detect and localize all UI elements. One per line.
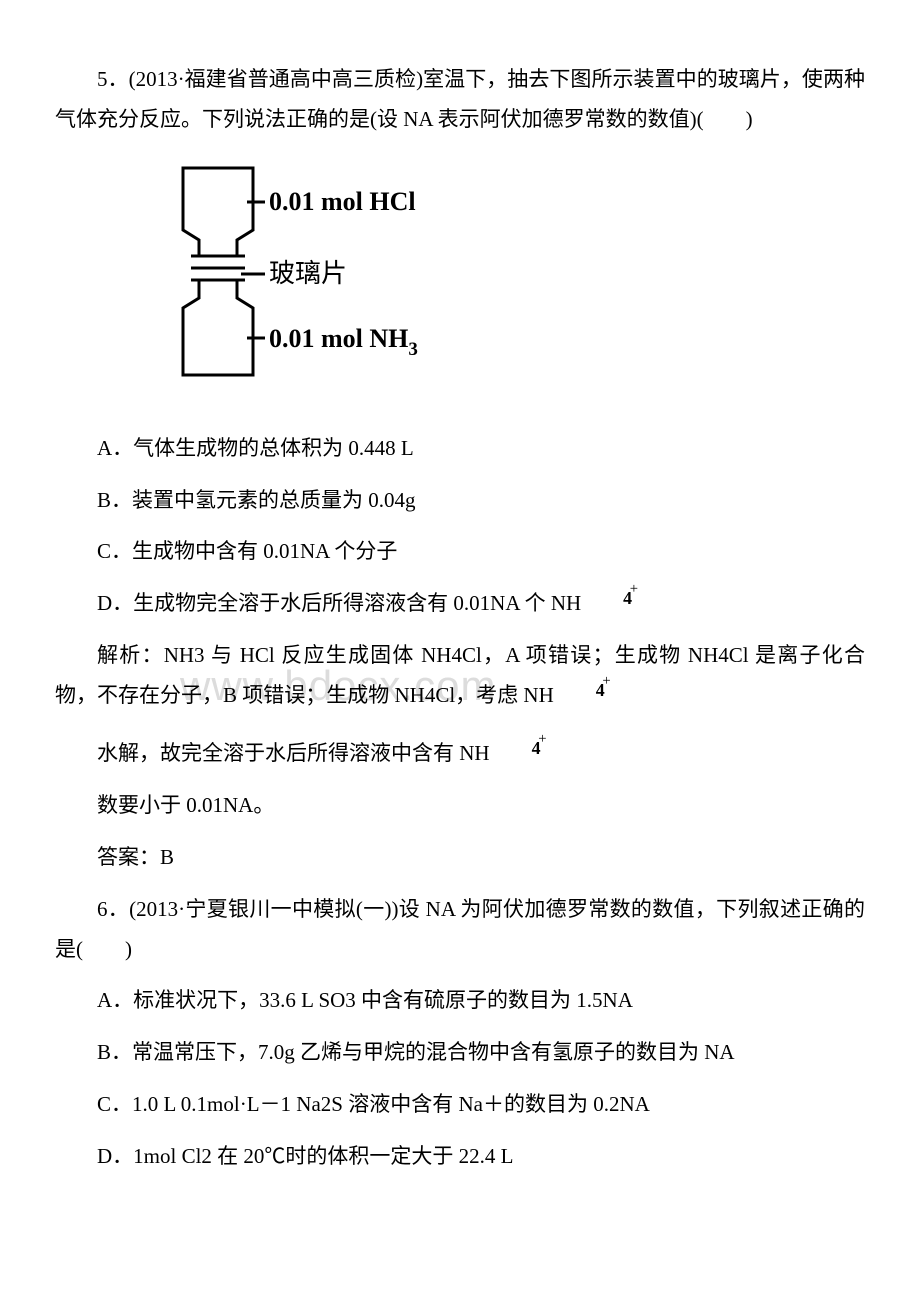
page-content: 5．(2013·福建省普通高中高三质检)室温下，抽去下图所示装置中的玻璃片，使两…: [55, 60, 865, 1177]
nh4-ion: 4+: [554, 676, 605, 716]
q5-option-a: A．气体生成物的总体积为 0.448 L: [55, 429, 865, 469]
q6-stem: 6．(2013·宁夏银川一中模拟(一))设 NA 为阿伏加德罗常数的数值，下列叙…: [55, 890, 865, 970]
q5-explain-1-text: 解析：NH3 与 HCl 反应生成固体 NH4Cl，A 项错误；生成物 NH4C…: [55, 643, 865, 707]
q5-optd-text: D．生成物完全溶于水后所得溶液含有 0.01NA 个 NH: [97, 591, 581, 615]
q5-explain-2: 水解，故完全溶于水后所得溶液中含有 NH4+: [55, 734, 865, 774]
q5-explain-1: 解析：NH3 与 HCl 反应生成固体 NH4Cl，A 项错误；生成物 NH4C…: [55, 636, 865, 716]
q5-option-c: C．生成物中含有 0.01NA 个分子: [55, 532, 865, 572]
q6-option-b: B．常温常压下，7.0g 乙烯与甲烷的混合物中含有氢原子的数目为 NA: [55, 1033, 865, 1073]
q5-option-d: D．生成物完全溶于水后所得溶液含有 0.01NA 个 NH4+: [55, 584, 865, 624]
q6-option-d: D．1mol Cl2 在 20℃时的体积一定大于 22.4 L: [55, 1137, 865, 1177]
q5-stem: 5．(2013·福建省普通高中高三质检)室温下，抽去下图所示装置中的玻璃片，使两…: [55, 60, 865, 140]
q6-option-a: A．标准状况下，33.6 L SO3 中含有硫原子的数目为 1.5NA: [55, 981, 865, 1021]
q5-answer: 答案：B: [55, 838, 865, 878]
nh4-ion: 4+: [581, 584, 632, 624]
diagram-label-glass: 玻璃片: [269, 259, 347, 288]
q5-explain-2-text: 水解，故完全溶于水后所得溶液中含有 NH: [97, 741, 490, 765]
q6-option-c: C．1.0 L 0.1mol·L－1 Na2S 溶液中含有 Na＋的数目为 0.…: [55, 1085, 865, 1125]
q5-explain-3: 数要小于 0.01NA。: [55, 786, 865, 826]
apparatus-diagram: 0.01 mol HCl 玻璃片 0.01 mol NH3: [165, 160, 865, 404]
diagram-label-hcl: 0.01 mol HCl: [269, 187, 416, 216]
nh4-ion: 4+: [490, 734, 541, 774]
diagram-label-nh3: 0.01 mol NH3: [269, 324, 418, 360]
q5-option-b: B．装置中氢元素的总质量为 0.04g: [55, 481, 865, 521]
